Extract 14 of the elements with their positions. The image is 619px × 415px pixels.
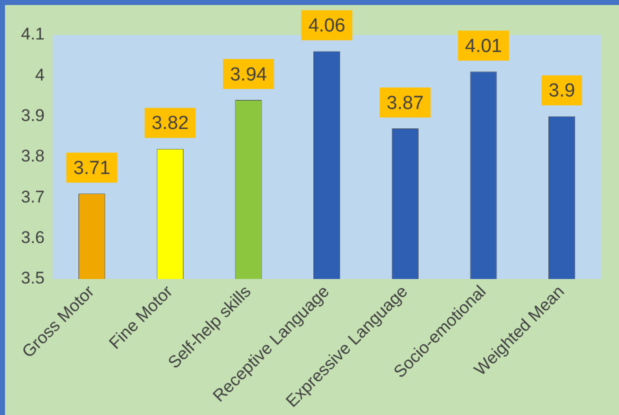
- data-label: 3.71: [73, 158, 110, 179]
- y-tick-label: 3.5: [20, 268, 45, 288]
- y-tick-label: 3.8: [20, 146, 45, 166]
- data-label: 3.9: [548, 80, 576, 102]
- data-label: 3.87: [386, 92, 424, 114]
- data-label: 3.94: [230, 64, 268, 86]
- data-label: 3.82: [152, 113, 189, 134]
- data-label: 4.01: [465, 36, 502, 57]
- data-label: 4.06: [308, 16, 346, 36]
- y-tick-label: 3.6: [20, 228, 45, 247]
- y-tick-label: 3.9: [20, 106, 45, 126]
- y-tick-label: 3.7: [20, 187, 45, 206]
- y-tick-label: 4: [35, 65, 45, 84]
- y-tick-label: 4.1: [20, 24, 45, 44]
